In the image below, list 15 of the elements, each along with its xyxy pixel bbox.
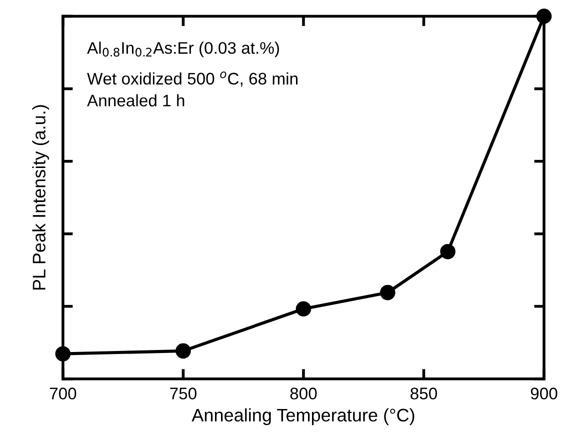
x-tick-label: 800 bbox=[290, 388, 317, 400]
x-axis-title: Annealing Temperature (°C) bbox=[192, 408, 414, 426]
annotation: Annealed 1 h bbox=[87, 94, 184, 106]
point bbox=[55, 346, 71, 362]
point bbox=[176, 343, 191, 359]
x-tick-label: 750 bbox=[170, 388, 196, 400]
point bbox=[440, 244, 456, 260]
x-tick-label: 700 bbox=[50, 388, 76, 400]
y-axis-title: PL Peak Intensity (a.u.) bbox=[32, 105, 50, 290]
point bbox=[380, 284, 396, 300]
x-tick-label: 900 bbox=[530, 388, 558, 400]
annotation: Wet oxidized 500 $^{o}$C, 68 min bbox=[87, 72, 298, 87]
annotation: Al$_{0.8}$In$_{0.2}$As:Er (0.03 at.%) bbox=[87, 42, 279, 58]
point bbox=[296, 301, 312, 317]
x-tick-label: 850 bbox=[410, 388, 437, 400]
